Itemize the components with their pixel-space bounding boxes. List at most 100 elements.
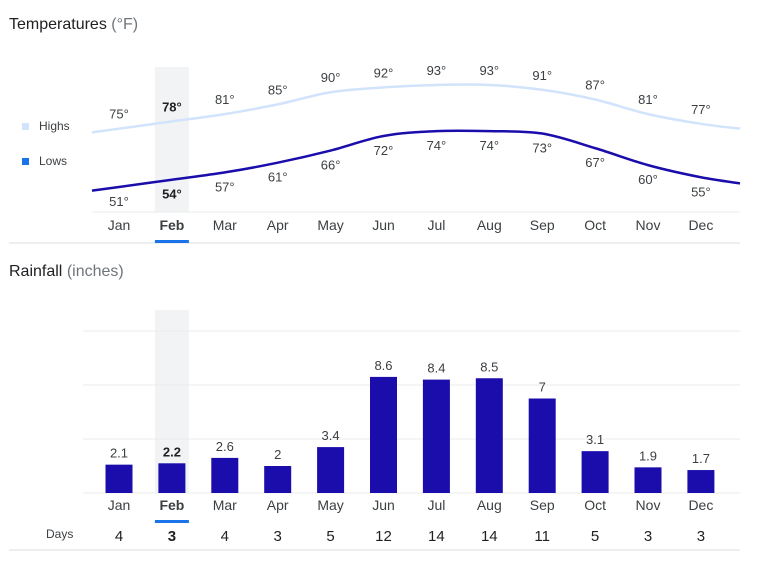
- rain-label-nov: 1.9: [639, 448, 657, 463]
- days-value-dec: 3: [697, 528, 705, 545]
- temp-month-mar: Mar: [213, 217, 237, 233]
- days-value-may: 5: [326, 528, 334, 545]
- temperatures-unit: (°F): [111, 16, 139, 33]
- days-value-apr: 3: [274, 528, 282, 545]
- rain-month-mar: Mar: [213, 497, 237, 513]
- rain-bar-oct: [581, 451, 609, 493]
- lows-label-jan: 51°: [109, 194, 129, 209]
- temp-month-jul: Jul: [427, 217, 445, 233]
- temp-month-apr: Apr: [267, 217, 289, 233]
- highs-label-jul: 93°: [427, 63, 447, 78]
- rain-month-apr: Apr: [267, 497, 289, 513]
- rain-label-feb: 2.2: [163, 444, 181, 459]
- days-value-nov: 3: [644, 528, 652, 545]
- rain-month-nov: Nov: [636, 497, 661, 513]
- highs-label-oct: 87°: [585, 78, 605, 93]
- rainfall-unit: (inches): [66, 263, 124, 280]
- rain-bar-nov: [634, 467, 662, 493]
- temp-month-jan: Jan: [108, 217, 131, 233]
- rain-month-jan: Jan: [108, 497, 131, 513]
- rain-month-oct: Oct: [584, 497, 606, 513]
- rain-month-may: May: [317, 497, 343, 513]
- highs-label-jun: 92°: [374, 65, 394, 80]
- rain-bar-may: [317, 447, 345, 493]
- rainfall-title-text: Rainfall: [9, 263, 63, 280]
- temp-month-jun: Jun: [372, 217, 395, 233]
- rain-bar-feb: [158, 463, 186, 493]
- temp-month-dec: Dec: [688, 217, 713, 233]
- lows-label-aug: 74°: [479, 138, 499, 153]
- lows-label-feb: 54°: [162, 187, 182, 202]
- highs-label-aug: 93°: [479, 63, 499, 78]
- rain-label-oct: 3.1: [586, 432, 604, 447]
- lows-line: [91, 129, 741, 192]
- rain-bar-dec: [687, 470, 715, 493]
- highs-label-dec: 77°: [691, 102, 711, 117]
- highs-label-may: 90°: [321, 70, 341, 85]
- rain-month-jul: Jul: [427, 497, 445, 513]
- days-value-oct: 5: [591, 528, 599, 545]
- rain-month-sep: Sep: [530, 497, 555, 513]
- temp-month-may: May: [317, 217, 343, 233]
- rain-bar-jan: [105, 464, 133, 493]
- rain-label-mar: 2.6: [216, 439, 234, 454]
- rainfall-title: Rainfall (inches): [9, 263, 124, 281]
- selected-month-highlight-rain: [154, 310, 189, 493]
- selected-month-underline-temp: [154, 240, 189, 243]
- rain-month-jun: Jun: [372, 497, 395, 513]
- lows-label-mar: 57°: [215, 179, 235, 194]
- lows-label-oct: 67°: [585, 155, 605, 170]
- rain-label-jan: 2.1: [110, 446, 128, 461]
- lows-label-may: 66°: [321, 158, 341, 173]
- days-value-feb: 3: [168, 528, 176, 545]
- highs-label-nov: 81°: [638, 92, 658, 107]
- lows-legend-swatch: [22, 158, 29, 165]
- highs-label-mar: 81°: [215, 92, 235, 107]
- temperatures-title: Temperatures (°F): [9, 16, 138, 34]
- rain-month-feb: Feb: [159, 497, 184, 513]
- lows-legend-label: Lows: [39, 154, 67, 168]
- temp-month-sep: Sep: [530, 217, 555, 233]
- temp-month-aug: Aug: [477, 217, 502, 233]
- days-value-jan: 4: [115, 528, 123, 545]
- rain-bar-apr: [264, 466, 292, 493]
- highs-legend-label: Highs: [39, 119, 70, 133]
- lows-label-jun: 72°: [374, 143, 394, 158]
- rain-label-may: 3.4: [322, 428, 340, 443]
- rain-month-aug: Aug: [477, 497, 502, 513]
- days-value-mar: 4: [221, 528, 229, 545]
- lows-label-dec: 55°: [691, 184, 711, 199]
- days-label: Days: [46, 527, 73, 541]
- lows-label-nov: 60°: [638, 172, 658, 187]
- selected-month-highlight-temp: [154, 67, 189, 212]
- rain-month-dec: Dec: [688, 497, 713, 513]
- highs-label-feb: 78°: [162, 99, 182, 114]
- rain-label-sep: 7: [539, 380, 546, 395]
- highs-legend-swatch: [22, 123, 29, 130]
- temp-month-feb: Feb: [159, 217, 184, 233]
- days-value-sep: 11: [534, 528, 550, 545]
- days-value-aug: 14: [481, 528, 498, 545]
- highs-label-jan: 75°: [109, 107, 129, 122]
- rain-bar-mar: [211, 457, 239, 493]
- rain-bar-jun: [370, 376, 397, 493]
- rain-bar-sep: [528, 398, 556, 493]
- highs-label-apr: 85°: [268, 82, 288, 97]
- temp-month-nov: Nov: [636, 217, 661, 233]
- rain-label-dec: 1.7: [692, 451, 710, 466]
- rain-label-jul: 8.4: [427, 361, 445, 376]
- temp-month-oct: Oct: [584, 217, 606, 233]
- highs-label-sep: 91°: [532, 68, 552, 83]
- days-value-jul: 14: [428, 528, 445, 545]
- days-value-jun: 12: [375, 528, 392, 545]
- rain-label-aug: 8.5: [480, 359, 498, 374]
- highs-line: [91, 83, 741, 134]
- lows-label-apr: 61°: [268, 170, 288, 185]
- rain-bar-aug: [475, 378, 503, 493]
- lows-label-jul: 74°: [427, 138, 447, 153]
- rain-bar-jul: [422, 379, 450, 493]
- selected-month-underline-rain: [154, 520, 189, 523]
- rain-label-apr: 2: [274, 447, 281, 462]
- temperatures-title-text: Temperatures: [9, 16, 107, 33]
